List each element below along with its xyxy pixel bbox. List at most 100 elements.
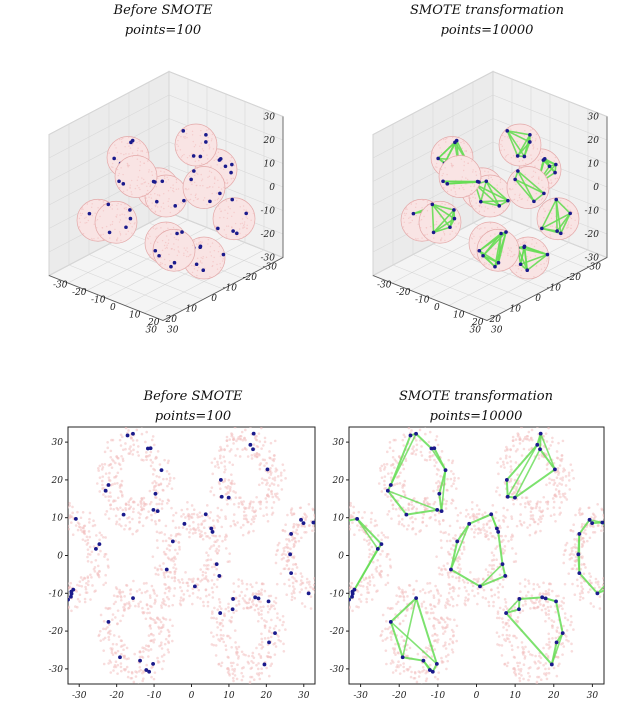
background-point [534, 171, 537, 174]
background-point [148, 594, 152, 597]
background-point [161, 601, 164, 604]
background-point [382, 468, 386, 471]
background-point [150, 584, 154, 588]
background-point [201, 148, 204, 150]
background-point [81, 538, 85, 541]
background-point [124, 447, 127, 451]
background-point [141, 606, 144, 610]
background-point [273, 478, 277, 482]
background-point [476, 592, 480, 595]
background-point [78, 600, 81, 603]
background-point [495, 545, 499, 548]
background-point [170, 576, 174, 580]
background-point [492, 604, 495, 608]
background-point [342, 580, 345, 583]
background-point [132, 599, 135, 603]
background-point [108, 623, 111, 626]
background-point [380, 464, 384, 468]
background-point [119, 214, 121, 216]
background-point [540, 454, 544, 458]
background-point [53, 509, 56, 512]
background-point [436, 488, 439, 492]
background-point [226, 181, 229, 184]
background-point [199, 164, 201, 166]
background-point [173, 249, 175, 251]
background-point [76, 583, 79, 587]
background-point [216, 514, 220, 518]
background-point [282, 567, 286, 571]
background-point [96, 573, 100, 577]
minority-point [267, 640, 271, 645]
background-point [341, 532, 344, 535]
minority-point [331, 581, 335, 585]
background-point [279, 572, 283, 575]
background-point [304, 586, 308, 590]
background-point [517, 240, 520, 242]
background-point [79, 221, 82, 223]
y-tick-label: -10 [91, 296, 106, 306]
background-point [216, 626, 219, 629]
background-point [208, 170, 211, 172]
background-point [451, 166, 453, 168]
background-point [227, 225, 230, 227]
z-tick-label: 20 [587, 136, 600, 146]
background-point [243, 236, 245, 238]
background-point [531, 176, 533, 178]
background-point [146, 151, 148, 154]
background-point [206, 604, 210, 608]
background-point [56, 575, 59, 578]
background-point [503, 545, 507, 548]
background-point [208, 175, 211, 178]
background-point [107, 495, 110, 498]
background-point [445, 667, 448, 671]
background-point [395, 594, 398, 597]
background-point [232, 611, 236, 614]
background-point [218, 534, 222, 538]
background-point [177, 250, 180, 252]
background-point [221, 160, 223, 163]
background-point [464, 515, 468, 518]
background-point [487, 537, 490, 541]
background-point [207, 243, 209, 245]
background-point [402, 524, 406, 528]
background-point [252, 529, 255, 533]
background-point [156, 181, 159, 183]
background-point [325, 539, 328, 542]
background-point [345, 552, 348, 555]
background-point [119, 232, 122, 235]
background-point [333, 570, 336, 573]
background-point [274, 645, 278, 648]
background-point [285, 559, 289, 563]
background-point [219, 262, 221, 265]
background-point [222, 640, 226, 644]
background-point [212, 544, 216, 547]
background-point [132, 142, 134, 144]
grid-line [168, 71, 284, 117]
background-point [213, 457, 217, 461]
background-point [324, 574, 327, 577]
background-point [200, 514, 204, 518]
background-point [321, 526, 324, 529]
background-point [544, 188, 547, 190]
background-point [169, 534, 173, 537]
background-point [97, 237, 99, 239]
background-point [456, 566, 460, 569]
background-point [164, 618, 168, 621]
background-point [120, 203, 122, 206]
background-point [434, 584, 437, 588]
minority-point [203, 512, 208, 517]
background-point [303, 605, 307, 608]
background-point [86, 538, 90, 542]
background-point [447, 591, 451, 595]
background-point [118, 523, 121, 526]
background-point [125, 208, 128, 211]
background-point [204, 571, 207, 575]
background-point [215, 621, 219, 624]
background-point [425, 611, 429, 615]
x-tick-label: 10 [223, 691, 235, 701]
background-point [167, 499, 171, 503]
background-point [510, 535, 513, 539]
background-point [322, 593, 325, 596]
background-point [153, 486, 156, 489]
minority-point [87, 211, 92, 216]
